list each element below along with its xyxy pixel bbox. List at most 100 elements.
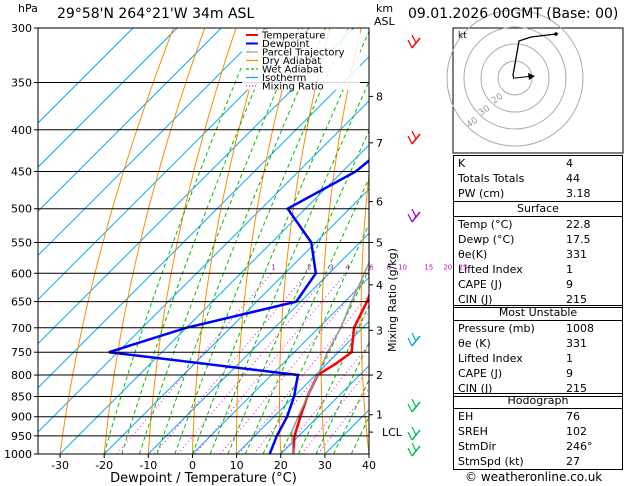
- wet-adiabat-line: [315, 341, 369, 454]
- dry-adiabat-line: [236, 28, 300, 454]
- km-tick-label: 1: [376, 409, 383, 422]
- km-axis: 8 7 6 5 4 3 2 1 LCL: [369, 90, 403, 439]
- dry-adiabat-line: [147, 28, 237, 454]
- hodograph-trace: [512, 33, 557, 80]
- hodograph-unit-label: kt: [458, 31, 467, 41]
- pressure-tick-label: 700: [11, 322, 32, 335]
- isotherm-line: [236, 320, 369, 454]
- wind-barb-flag: [411, 398, 417, 408]
- mixing-ratio-label: 6: [369, 263, 374, 271]
- wet-adiabat-line: [139, 28, 304, 454]
- pressure-tick-label: 650: [11, 296, 32, 309]
- legend-label: Wet Adiabat: [262, 65, 323, 76]
- most-unstable-table: Most Unstable Pressure (mb) 1008 θe (K) 33…: [453, 305, 623, 397]
- wind-barb-flag: [411, 34, 417, 44]
- wet-adiabat-line: [262, 223, 369, 454]
- legend-label: Dewpoint: [262, 39, 310, 50]
- mixing-ratio-line: [116, 272, 272, 454]
- mixing-ratio-line: [154, 272, 308, 454]
- km-tick-label: 2: [376, 369, 383, 382]
- pressure-tick-label: 350: [11, 77, 32, 90]
- wind-barb-flag: [411, 130, 417, 140]
- surface-row: CAPE (J) 9: [458, 278, 573, 291]
- wet-adiabat-line: [209, 80, 369, 454]
- legend-label: Isotherm: [262, 73, 306, 84]
- wet-adiabat-line: [333, 378, 369, 454]
- surface-table: Surface Temp (°C) 22.8 Dewp (°C) 17.5 θe(K…: [453, 201, 623, 308]
- isotherm-line: [38, 28, 310, 301]
- indices-row: PW (cm) 3.18: [458, 187, 591, 200]
- x-axis-title: Dewpoint / Temperature (°C): [110, 471, 297, 486]
- legend-label: Parcel Trajectory: [262, 48, 345, 59]
- surface-row: Dewp (°C) 17.5: [458, 233, 591, 246]
- legend-label: Temperature: [261, 31, 325, 42]
- surface-title: Surface: [454, 202, 622, 217]
- temperature-tick-label: 30: [318, 459, 332, 472]
- asl-unit-label: ASL: [374, 15, 395, 28]
- mixing-ratio-label: 25: [458, 263, 467, 271]
- most-unstable-row: CIN (J) 215: [458, 382, 587, 395]
- hodograph-row: StmDir 246°: [458, 440, 593, 453]
- wind-barb-flag: [407, 39, 413, 49]
- hodograph: kt 40 30 20: [446, 9, 624, 154]
- wet-adiabat-line: [297, 304, 369, 454]
- pressure-tick-label: 1000: [4, 448, 32, 461]
- hodograph-row: EH 76: [458, 410, 580, 423]
- temperature-tick-label: -10: [139, 459, 157, 472]
- isotherm-line: [38, 100, 369, 433]
- hodograph-ring: [463, 26, 567, 130]
- wind-barb-flag: [411, 332, 417, 342]
- isotherm-line: [38, 28, 222, 212]
- temperature-line: [291, 292, 369, 454]
- pressure-tick-label: 300: [11, 22, 32, 35]
- temperature-tick-label: -30: [51, 459, 69, 472]
- wind-barb-flag: [411, 442, 417, 452]
- wind-barb-flag: [407, 337, 413, 347]
- wind-barb-flag: [407, 447, 413, 457]
- wind-barb-flag: [411, 426, 417, 436]
- km-tick-label: 5: [376, 236, 383, 249]
- surface-row: θe(K) 331: [458, 248, 587, 261]
- wind-barb-flag: [407, 135, 413, 145]
- dry-adiabat-line: [279, 28, 331, 454]
- dry-adiabat-line: [360, 170, 369, 454]
- surface-row: Lifted Index 1: [458, 263, 573, 276]
- legend-background: [242, 30, 360, 90]
- wind-barbs: [407, 34, 421, 457]
- km-tick-label: 8: [376, 90, 383, 103]
- hodograph-row: SREH 102: [458, 425, 587, 438]
- km-unit-label: km: [376, 2, 394, 15]
- dry-adiabat-line: [400, 16, 426, 454]
- isotherm-line: [38, 28, 178, 168]
- wet-adiabat-line: [121, 28, 281, 454]
- pressure-tick-label: 750: [11, 346, 32, 359]
- axes: 1 2 3 4 6 8 10 15 20 2530035040045050055060065070…: [4, 22, 467, 486]
- most-unstable-row: CAPE (J) 9: [458, 367, 573, 380]
- mixing-ratio-axis-title: Mixing Ratio (g/kg): [386, 248, 399, 352]
- temperature-tick-label: 40: [362, 459, 376, 472]
- pressure-tick-label: 950: [11, 430, 32, 443]
- isotherm-line: [38, 28, 266, 257]
- wet-adiabat-line: [103, 28, 259, 454]
- temperature-tick-label: 20: [274, 459, 288, 472]
- pressure-tick-label: 500: [11, 203, 32, 216]
- wind-barb-flag: [407, 403, 413, 413]
- isotherm-line: [38, 28, 134, 124]
- most-unstable-row: Pressure (mb) 1008: [458, 322, 594, 335]
- mixing-ratio-label: 3: [329, 263, 333, 271]
- dry-adiabat-line: [103, 28, 206, 454]
- temperature-tick-label: 0: [189, 459, 196, 472]
- dry-adiabat-line: [59, 28, 175, 454]
- storm-motion-arrow: [528, 73, 535, 80]
- temperature-tick-label: -20: [95, 459, 113, 472]
- surface-row: Temp (°C) 22.8: [458, 218, 591, 231]
- mixing-ratio-label: 20: [443, 263, 452, 271]
- legend-label: Dry Adiabat: [262, 56, 321, 67]
- km-tick-label: 3: [376, 324, 383, 337]
- wind-barb-flag: [411, 208, 417, 218]
- hodograph-table-title: Hodograph: [454, 394, 622, 409]
